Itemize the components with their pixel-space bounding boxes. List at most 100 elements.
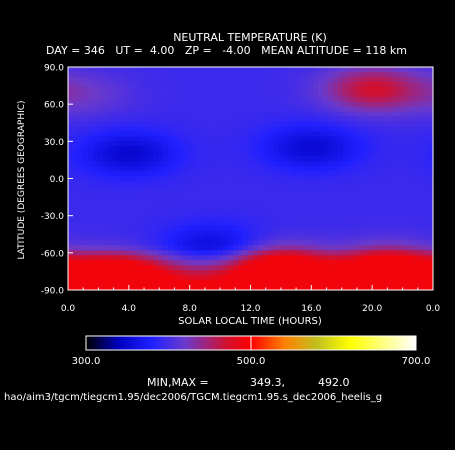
heatmap-cell	[303, 106, 309, 113]
heatmap-cell	[163, 96, 169, 103]
heatmap-cell	[373, 171, 379, 177]
heatmap-cell	[178, 245, 184, 251]
heatmap-cell	[283, 210, 289, 217]
heatmap-cell	[133, 210, 139, 217]
heatmap-cell	[383, 280, 389, 286]
heatmap-cell	[368, 205, 374, 212]
heatmap-cell	[123, 166, 129, 172]
heatmap-cell	[168, 200, 174, 207]
heatmap-cell	[83, 190, 89, 197]
heatmap-cell	[283, 136, 289, 142]
heatmap-cell	[298, 156, 304, 162]
heatmap-cell	[98, 101, 104, 108]
heatmap-cell	[83, 96, 89, 103]
heatmap-cell	[153, 285, 159, 290]
heatmap-cell	[363, 265, 369, 271]
heatmap-cell	[383, 225, 389, 232]
heatmap-cell	[88, 190, 94, 197]
heatmap-cell	[168, 146, 174, 152]
heatmap-cell	[338, 86, 344, 93]
heatmap-cell	[73, 91, 79, 98]
heatmap-cell	[93, 220, 99, 227]
heatmap-cell	[423, 205, 429, 212]
heatmap-cell	[393, 265, 399, 271]
heatmap-cell	[353, 205, 359, 212]
heatmap-cell	[373, 195, 379, 202]
heatmap-cell	[153, 215, 159, 222]
heatmap-cell	[193, 166, 199, 172]
heatmap-cell	[83, 121, 89, 128]
heatmap-cell	[173, 121, 179, 128]
heatmap-cell	[203, 265, 209, 271]
heatmap-cell	[138, 225, 144, 232]
heatmap-cell	[153, 171, 159, 177]
chart-subtitle: DAY = 346 UT = 4.00 ZP = -4.00 MEAN ALTI…	[46, 44, 407, 57]
heatmap-cell	[373, 260, 379, 266]
heatmap-cell	[278, 270, 284, 276]
heatmap-cell	[393, 220, 399, 227]
heatmap-cell	[73, 106, 79, 113]
heatmap-cell	[298, 91, 304, 98]
heatmap-cell	[358, 195, 364, 202]
heatmap-cell	[168, 280, 174, 286]
heatmap-cell	[258, 195, 264, 202]
heatmap-cell	[393, 146, 399, 152]
heatmap-cell	[93, 240, 99, 246]
heatmap-cell	[143, 121, 149, 128]
heatmap-cell	[233, 121, 239, 128]
heatmap-cell	[148, 270, 154, 276]
heatmap-cell	[303, 96, 309, 103]
heatmap-cell	[113, 235, 119, 242]
heatmap-cell	[138, 180, 144, 187]
heatmap-cell	[103, 91, 109, 98]
heatmap-cell	[343, 116, 349, 123]
heatmap-cell	[68, 121, 74, 128]
heatmap-cell	[278, 111, 284, 118]
heatmap-cell	[363, 195, 369, 202]
heatmap-cell	[323, 76, 329, 83]
heatmap-cell	[73, 176, 79, 182]
heatmap-cell	[308, 111, 314, 118]
heatmap-cell	[183, 141, 189, 147]
heatmap-cell	[153, 235, 159, 242]
heatmap-cell	[308, 230, 314, 237]
heatmap-cell	[348, 215, 354, 222]
heatmap-cell	[358, 166, 364, 172]
heatmap-cell	[308, 156, 314, 162]
heatmap-cell	[248, 210, 254, 217]
heatmap-cell	[428, 176, 433, 182]
heatmap-cell	[348, 141, 354, 147]
heatmap-cell	[118, 111, 124, 118]
heatmap-cell	[428, 250, 433, 256]
heatmap-cell	[388, 195, 394, 202]
heatmap-cell	[103, 285, 109, 290]
heatmap-cell	[183, 161, 189, 167]
heatmap-cell	[173, 225, 179, 232]
heatmap-cell	[118, 240, 124, 246]
heatmap-cell	[168, 250, 174, 256]
heatmap-cell	[173, 270, 179, 276]
heatmap-cell	[158, 101, 164, 108]
heatmap-cell	[123, 185, 129, 192]
heatmap-cell	[408, 235, 414, 242]
heatmap-cell	[248, 265, 254, 271]
heatmap-cell	[158, 166, 164, 172]
heatmap-cell	[223, 250, 229, 256]
heatmap-cell	[233, 151, 239, 157]
heatmap-cell	[408, 101, 414, 108]
heatmap-cell	[293, 116, 299, 123]
heatmap-cell	[118, 86, 124, 93]
heatmap-cell	[348, 225, 354, 232]
heatmap-cell	[153, 270, 159, 276]
heatmap-cell	[428, 270, 433, 276]
heatmap-cell	[393, 116, 399, 123]
heatmap-cell	[333, 96, 339, 103]
heatmap-cell	[248, 156, 254, 162]
heatmap-cell	[188, 240, 194, 246]
heatmap-cell	[338, 131, 344, 137]
heatmap-cell	[128, 76, 134, 83]
heatmap-cell	[133, 116, 139, 123]
heatmap-cell	[133, 270, 139, 276]
heatmap-cell	[243, 106, 249, 113]
heatmap-cell	[178, 81, 184, 88]
